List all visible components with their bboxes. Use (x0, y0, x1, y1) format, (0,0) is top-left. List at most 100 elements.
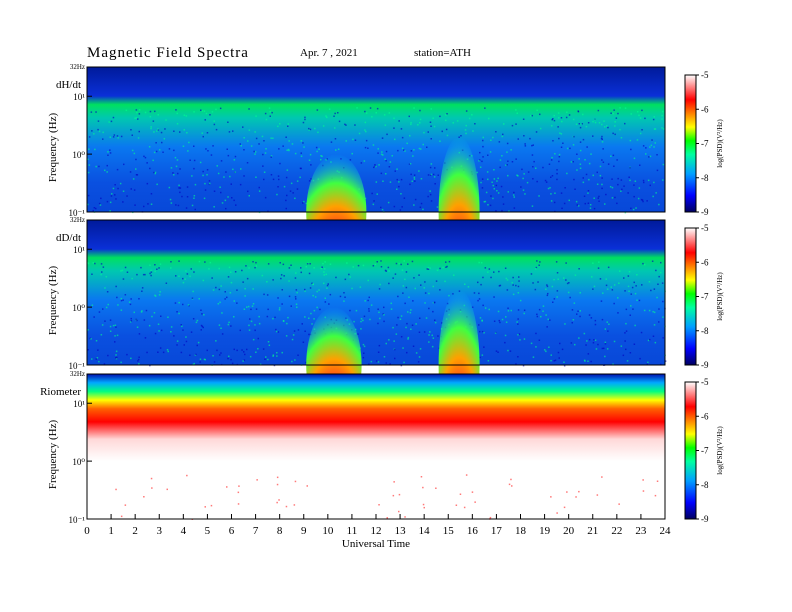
texture-dot (640, 198, 643, 201)
texture-dot (185, 115, 188, 117)
texture-dot (629, 352, 632, 354)
texture-dot (242, 281, 244, 283)
texture-dot (109, 201, 112, 204)
texture-dot (183, 344, 185, 346)
texture-dot (287, 125, 289, 127)
texture-dot (122, 190, 125, 192)
texture-dot (522, 177, 524, 180)
texture-dot (87, 194, 90, 197)
texture-dot (585, 173, 588, 176)
texture-dot (309, 153, 312, 156)
texture-dot (176, 344, 178, 346)
texture-dot (552, 140, 554, 142)
texture-dot (173, 130, 175, 132)
texture-dot (507, 174, 509, 177)
texture-dot (587, 192, 589, 194)
texture-dot (228, 266, 231, 269)
texture-dot (159, 149, 161, 151)
texture-dot (504, 341, 506, 344)
texture-dot (563, 361, 565, 363)
texture-dot (216, 165, 218, 167)
texture-dot (517, 318, 519, 320)
texture-dot (446, 265, 448, 268)
texture-dot (107, 303, 109, 306)
texture-dot (278, 309, 281, 311)
texture-dot (471, 491, 474, 493)
y-tick-label-top: 32Hz (70, 370, 85, 378)
texture-dot (233, 159, 236, 161)
texture-dot (404, 516, 406, 518)
texture-dot (155, 142, 157, 144)
texture-dot (502, 133, 504, 136)
texture-dot (97, 349, 99, 351)
texture-dot (588, 162, 591, 165)
texture-dot (213, 190, 216, 192)
texture-dot (429, 267, 431, 269)
texture-dot (209, 182, 211, 185)
texture-dot (478, 298, 481, 300)
texture-dot (391, 155, 393, 157)
texture-dot (291, 143, 294, 145)
texture-dot (656, 169, 659, 172)
texture-dot (116, 168, 119, 171)
y-tick-label: 10⁻¹ (69, 208, 86, 218)
texture-dot (120, 135, 123, 138)
texture-dot (113, 134, 116, 136)
texture-dot (419, 348, 422, 350)
texture-dot (377, 308, 379, 310)
texture-dot (92, 209, 94, 212)
texture-dot (300, 155, 303, 157)
texture-dot (174, 302, 177, 304)
texture-dot (646, 363, 648, 365)
texture-dot (199, 361, 201, 363)
texture-dot (606, 321, 608, 323)
texture-dot (576, 204, 579, 206)
texture-dot (372, 265, 375, 267)
texture-dot (644, 117, 646, 120)
texture-dot (109, 136, 111, 138)
texture-dot (411, 324, 414, 326)
texture-dot (189, 159, 191, 161)
texture-dot (199, 161, 202, 164)
texture-dot (611, 197, 614, 199)
texture-dot (482, 276, 484, 279)
texture-dot (304, 116, 306, 119)
texture-dot (130, 357, 132, 360)
texture-dot (219, 354, 221, 356)
texture-dot (629, 139, 632, 142)
texture-dot (288, 295, 291, 298)
texture-dot (279, 162, 281, 165)
texture-dot (550, 359, 552, 362)
texture-dot (254, 266, 256, 269)
texture-dot (648, 156, 650, 158)
texture-dot (381, 137, 384, 139)
texture-dot (620, 179, 623, 181)
texture-dot (149, 167, 151, 170)
texture-dot (398, 262, 400, 265)
texture-dot (237, 503, 240, 505)
colorbar-tick-label: -5 (701, 70, 709, 80)
texture-dot (518, 333, 521, 335)
texture-dot (423, 331, 426, 333)
colorbar-label: log(PSD)(V²/Hz) (716, 119, 724, 168)
texture-dot (300, 167, 302, 170)
texture-dot (154, 110, 156, 113)
texture-dot (645, 153, 647, 155)
texture-dot (282, 263, 285, 266)
texture-dot (208, 183, 211, 186)
texture-dot (288, 267, 291, 269)
texture-dot (166, 488, 168, 491)
texture-dot (592, 342, 595, 344)
texture-dot (262, 165, 264, 167)
texture-dot (368, 308, 370, 310)
texture-dot (561, 207, 563, 210)
texture-dot (568, 114, 571, 116)
texture-dot (639, 132, 642, 135)
texture-dot (493, 169, 495, 171)
texture-dot (638, 114, 640, 117)
texture-dot (589, 204, 592, 206)
texture-dot (129, 171, 132, 173)
texture-dot (478, 292, 480, 295)
texture-dot (565, 262, 567, 264)
